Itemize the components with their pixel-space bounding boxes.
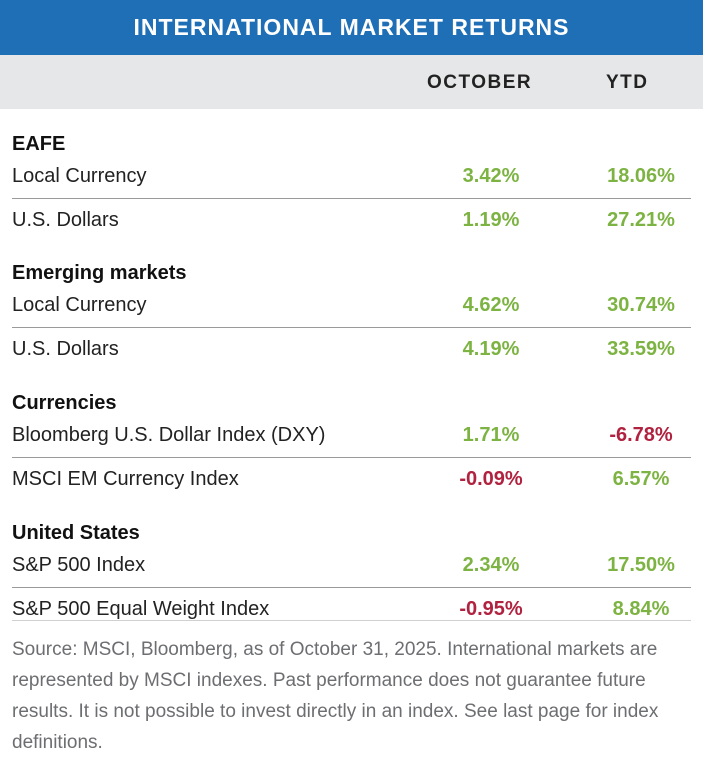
ytd-value: 6.57% (612, 468, 670, 490)
table-row: Local Currency 4.62% 30.74% (12, 289, 703, 322)
row-label: U.S. Dollars (12, 338, 119, 360)
row-label: Bloomberg U.S. Dollar Index (DXY) (12, 424, 326, 446)
table-row: U.S. Dollars 1.19% 27.21% (12, 204, 703, 237)
row-label: S&P 500 Equal Weight Index (12, 598, 270, 620)
column-header-ytd: YTD (606, 72, 649, 93)
ytd-value: 8.84% (612, 598, 670, 620)
row-divider (12, 457, 691, 458)
ytd-value: 18.06% (607, 165, 675, 187)
source-note: Source: MSCI, Bloomberg, as of October 3… (12, 639, 659, 753)
ytd-value: -6.78% (609, 424, 673, 446)
ytd-value: 17.50% (607, 554, 675, 576)
row-divider (12, 198, 691, 199)
table-row: S&P 500 Equal Weight Index -0.95% 8.84% (12, 593, 703, 626)
ytd-value: 33.59% (607, 338, 675, 360)
row-label: Local Currency (12, 165, 147, 187)
group-emerging-markets: Emerging markets Local Currency 4.62% 30… (0, 257, 703, 366)
group-eafe: EAFE Local Currency 3.42% 18.06% U.S. Do… (0, 128, 703, 237)
table-row: Bloomberg U.S. Dollar Index (DXY) 1.71% … (12, 419, 703, 452)
october-value: 4.62% (462, 294, 520, 316)
row-label: MSCI EM Currency Index (12, 468, 239, 490)
october-value: -0.09% (459, 468, 523, 490)
october-value: 1.19% (462, 209, 520, 231)
group-label: Emerging markets (12, 262, 187, 284)
october-value: 1.71% (462, 424, 520, 446)
table-row: Local Currency 3.42% 18.06% (12, 160, 703, 193)
group-label: Currencies (12, 392, 117, 414)
october-value: -0.95% (459, 598, 523, 620)
row-label: U.S. Dollars (12, 209, 119, 231)
group-label: EAFE (12, 133, 66, 155)
row-label: S&P 500 Index (12, 554, 146, 576)
column-header-october: OCTOBER (427, 72, 533, 93)
table-title: INTERNATIONAL MARKET RETURNS (0, 0, 703, 55)
group-label: United States (12, 522, 140, 544)
october-value: 4.19% (462, 338, 520, 360)
row-divider (12, 327, 691, 328)
ytd-value: 27.21% (607, 209, 675, 231)
column-header-row: OCTOBER YTD (0, 55, 703, 109)
row-divider (12, 587, 691, 588)
table-row: S&P 500 Index 2.34% 17.50% (12, 549, 703, 582)
row-label: Local Currency (12, 294, 147, 316)
ytd-value: 30.74% (607, 294, 675, 316)
october-value: 3.42% (462, 165, 520, 187)
group-united-states: United States S&P 500 Index 2.34% 17.50%… (0, 517, 703, 626)
table-row: MSCI EM Currency Index -0.09% 6.57% (12, 463, 703, 496)
table-bottom-divider (12, 620, 691, 621)
october-value: 2.34% (462, 554, 520, 576)
table-row: U.S. Dollars 4.19% 33.59% (12, 333, 703, 366)
group-currencies: Currencies Bloomberg U.S. Dollar Index (… (0, 387, 703, 496)
